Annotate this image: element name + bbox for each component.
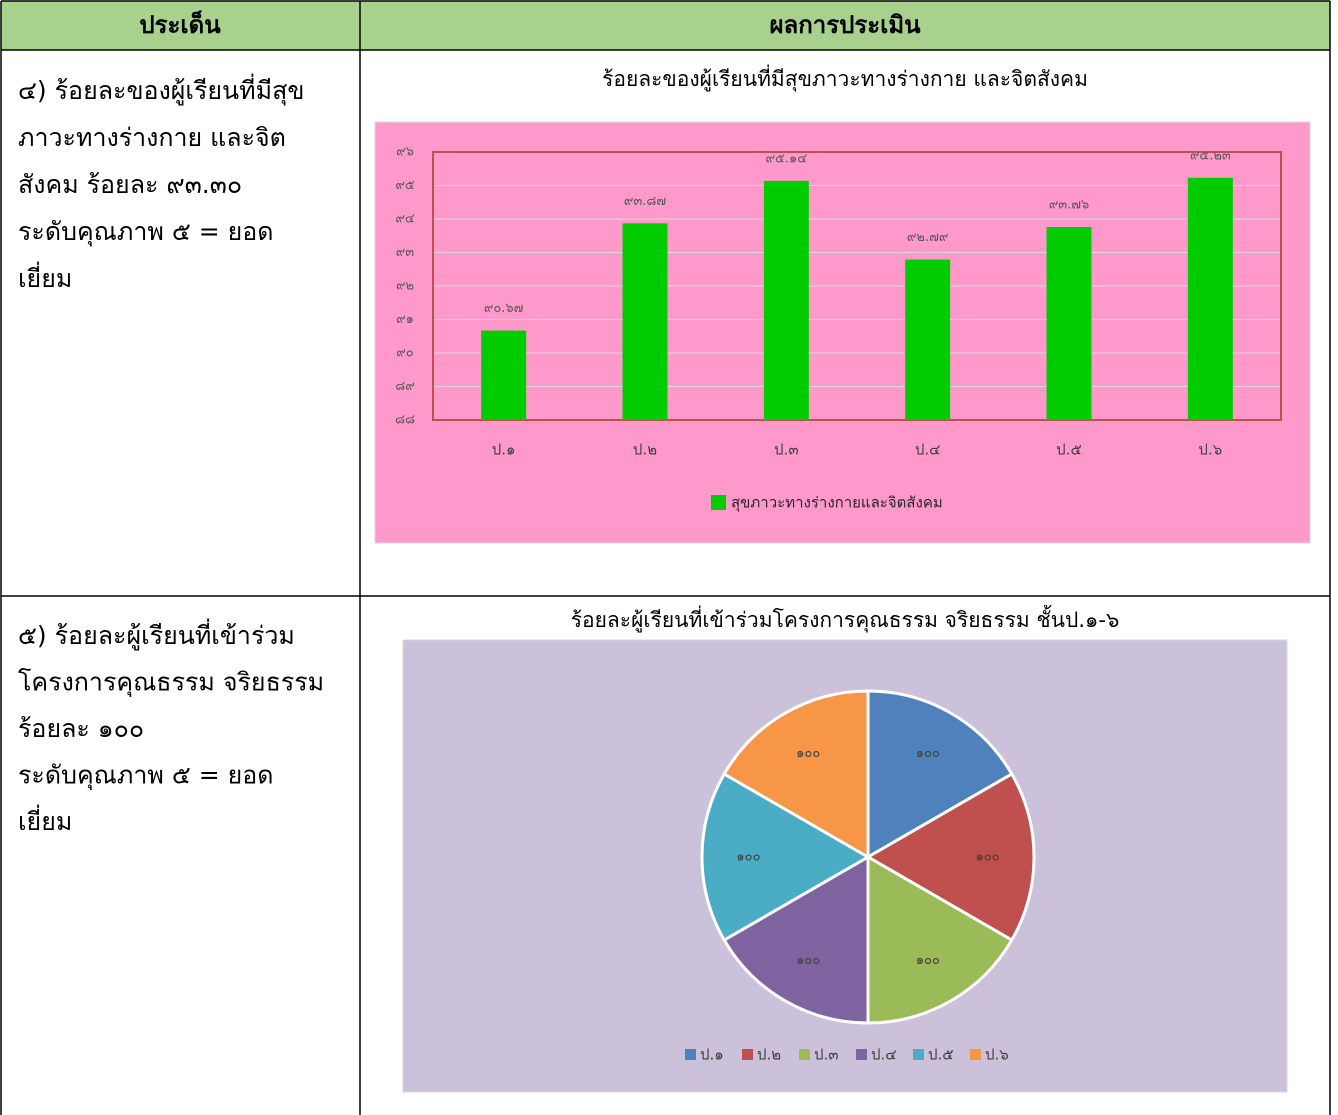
- y-tick-label: ๙๕: [395, 178, 415, 193]
- legend-label: ป.๓: [814, 1046, 839, 1064]
- x-tick-label: ป.๖: [1198, 441, 1222, 459]
- legend-label: ป.๑: [700, 1046, 724, 1064]
- bar: [905, 259, 951, 420]
- data-label: ๙๐.๖๗: [484, 301, 524, 316]
- cell-text: สังคม ร้อยละ ๙๓.๓๐: [18, 170, 242, 199]
- chart-title: ร้อยละผู้เรียนที่เข้าร่วมโครงการคุณธรรม …: [571, 605, 1120, 633]
- cell-text: ๔) ร้อยละของผู้เรียนที่มีสุข: [18, 73, 304, 106]
- cell-text: ระดับคุณภาพ ๕ = ยอด: [18, 761, 273, 791]
- legend-label: ป.๕: [928, 1046, 954, 1064]
- data-label: ๑๐๐: [796, 746, 820, 761]
- legend-swatch: [711, 495, 726, 510]
- legend-label: ป.๔: [871, 1046, 897, 1064]
- legend-swatch: [685, 1049, 696, 1060]
- data-label: ๙๓.๘๗: [624, 194, 666, 209]
- cell-text: ๕) ร้อยละผู้เรียนที่เข้าร่วม: [18, 618, 295, 651]
- x-tick-label: ป.๑: [492, 441, 516, 459]
- bar: [1046, 227, 1092, 420]
- data-label: ๑๐๐: [796, 953, 820, 968]
- data-label: ๑๐๐: [975, 850, 999, 865]
- data-label: ๙๓.๗๖: [1049, 198, 1090, 213]
- data-label: ๑๐๐: [916, 746, 940, 761]
- chart-title: ร้อยละของผู้เรียนที่มีสุขภาวะทางร่างกาย …: [602, 64, 1088, 92]
- y-tick-label: ๙๓: [396, 245, 415, 260]
- legend-swatch: [799, 1049, 810, 1060]
- cell-text: ระดับคุณภาพ ๕ = ยอด: [18, 217, 273, 247]
- cell-text: ร้อยละ ๑๐๐: [18, 714, 144, 743]
- pie-slice: [866, 854, 1014, 1025]
- y-tick-label: ๙๔: [395, 212, 415, 227]
- plot-border: [432, 151, 1282, 421]
- pie-slice: [722, 689, 870, 860]
- legend-swatch: [913, 1049, 924, 1060]
- bar: [622, 223, 668, 420]
- data-label: ๙๕.๒๓: [1190, 148, 1231, 163]
- x-tick-label: ป.๕: [1056, 441, 1082, 459]
- legend-swatch: [970, 1049, 981, 1060]
- y-tick-label: ๘๙: [395, 379, 415, 394]
- pie-slice: [866, 689, 1014, 860]
- legend-label: สุขภาวะทางร่างกายและจิตสังคม: [731, 494, 943, 513]
- x-tick-label: ป.๓: [774, 441, 799, 459]
- y-tick-label: ๘๘: [395, 413, 415, 428]
- legend-label: ป.๒: [757, 1046, 781, 1064]
- cell-text: เยี่ยม: [18, 261, 72, 293]
- header-cell: ประเด็น: [139, 10, 221, 39]
- legend-swatch: [856, 1049, 867, 1060]
- y-tick-label: ๙๐: [396, 346, 414, 361]
- data-label: ๑๐๐: [736, 850, 760, 865]
- y-tick-label: ๙๖: [396, 145, 414, 160]
- data-label: ๙๒.๗๙: [907, 230, 949, 245]
- header-cell: ผลการประเมิน: [769, 11, 921, 39]
- x-tick-label: ป.๔: [915, 441, 941, 459]
- cell-text: ภาวะทางร่างกาย และจิต: [18, 123, 286, 152]
- bar: [481, 330, 527, 420]
- x-tick-label: ป.๒: [633, 441, 657, 459]
- legend-swatch: [742, 1049, 753, 1060]
- pie-slice: [722, 854, 870, 1025]
- pie-slice: [865, 771, 1036, 943]
- y-tick-label: ๙๑: [396, 312, 414, 327]
- pie-slice: [700, 771, 871, 943]
- header-background: [1, 1, 1330, 50]
- cell-text: โครงการคุณธรรม จริยธรรม: [18, 668, 324, 698]
- legend-label: ป.๖: [985, 1046, 1009, 1064]
- bar: [763, 180, 809, 420]
- data-label: ๙๕.๑๔: [766, 151, 808, 166]
- cell-text: เยี่ยม: [18, 804, 72, 836]
- data-label: ๑๐๐: [916, 953, 940, 968]
- bar-chart-area: [374, 121, 1311, 544]
- y-tick-label: ๙๒: [396, 279, 414, 294]
- bar: [1187, 177, 1233, 420]
